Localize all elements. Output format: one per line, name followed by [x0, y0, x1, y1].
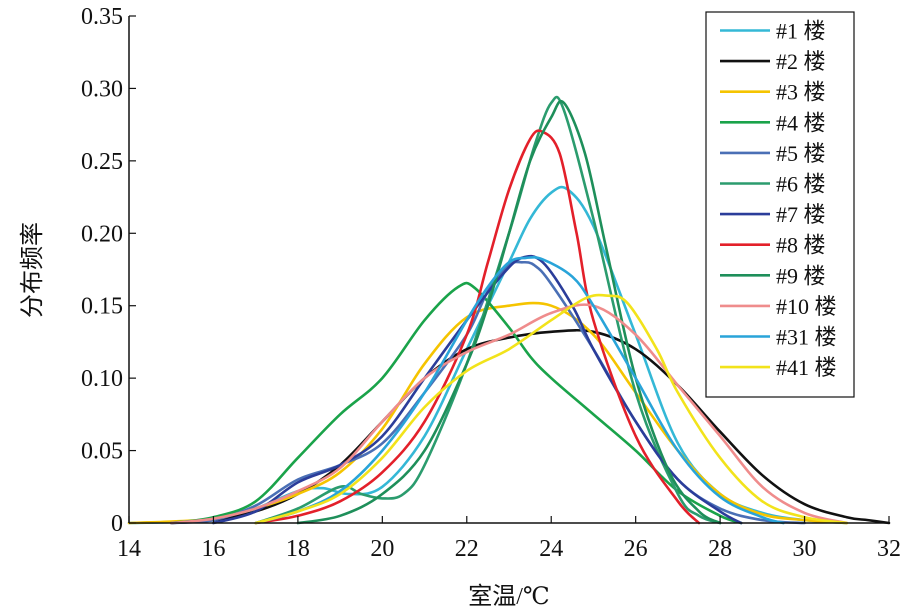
- legend-label: #6 楼: [776, 172, 826, 197]
- y-tick-label: 0.15: [81, 294, 123, 320]
- x-tick-label: 28: [708, 536, 732, 562]
- legend-label: #7 楼: [776, 202, 826, 227]
- plot-lines: [127, 95, 891, 525]
- y-tick-label: 0.10: [81, 366, 123, 392]
- x-tick-label: 22: [455, 536, 479, 562]
- legend-label: #5 楼: [776, 141, 826, 166]
- y-tick-label: 0.20: [81, 221, 123, 247]
- series-line-12: [254, 293, 849, 525]
- legend-label: #10 楼: [776, 294, 837, 319]
- series-line-11: [254, 255, 785, 525]
- legend-box: [705, 11, 855, 398]
- legend-label: #2 楼: [776, 49, 826, 74]
- legend-label: #41 楼: [776, 355, 837, 380]
- y-tick-label: 0.05: [81, 439, 123, 465]
- legend: #1 楼 #2 楼 #3 楼 #4 楼 #5 楼 #6 楼 #7 楼 #8 楼 #9 楼 #10 …: [705, 11, 855, 398]
- x-tick-label: 24: [539, 536, 563, 562]
- series-line-4: [169, 281, 743, 525]
- x-axis-title: 室温/℃: [468, 583, 550, 610]
- x-tick-label: 18: [286, 536, 310, 562]
- series-line-9: [296, 99, 722, 525]
- series-line-7: [212, 254, 743, 525]
- legend-items: #1 楼 #2 楼 #3 楼 #4 楼 #5 楼 #6 楼 #7 楼 #8 楼 #9 楼 #10 …: [720, 19, 837, 380]
- legend-label: #31 楼: [776, 325, 837, 350]
- x-tick-label: 32: [877, 536, 901, 562]
- series-line-10: [169, 303, 849, 525]
- axes: [128, 16, 889, 524]
- y-axis-title: 分布频率: [19, 222, 46, 318]
- y-tick-label: 0.30: [81, 76, 123, 102]
- y-tick-label: 0: [111, 511, 123, 537]
- series-line-6: [254, 95, 722, 525]
- legend-label: #9 楼: [776, 263, 826, 288]
- legend-label: #4 楼: [776, 110, 826, 135]
- y-ticks: 0 0.05 0.10 0.15 0.20 0.25 0.30 0.35: [81, 4, 136, 537]
- y-tick-label: 0.25: [81, 149, 123, 175]
- y-tick-label: 0.35: [81, 4, 123, 30]
- x-tick-label: 26: [624, 536, 648, 562]
- legend-label: #1 楼: [776, 19, 826, 44]
- legend-label: #3 楼: [776, 80, 826, 105]
- x-tick-label: 30: [793, 536, 817, 562]
- x-tick-label: 20: [370, 536, 394, 562]
- x-ticks: 14 16 18 20 22 24 26 28 30 32: [117, 516, 901, 562]
- x-tick-label: 14: [117, 536, 141, 562]
- x-tick-label: 16: [201, 536, 225, 562]
- series-line-8: [254, 129, 701, 525]
- legend-label: #8 楼: [776, 233, 826, 258]
